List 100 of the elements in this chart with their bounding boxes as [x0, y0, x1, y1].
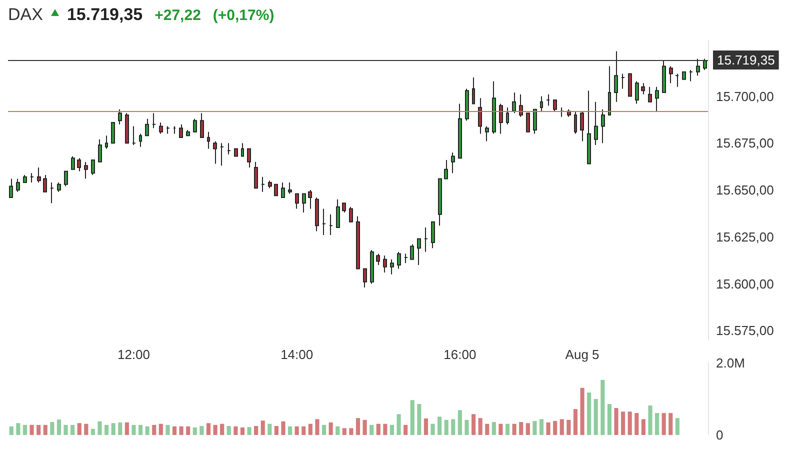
- bar: [315, 419, 320, 435]
- bar: [362, 420, 367, 435]
- bar: [444, 420, 448, 435]
- candlestick: [608, 66, 611, 116]
- candlestick: [390, 258, 394, 275]
- candlestick: [404, 253, 408, 264]
- bar: [594, 399, 598, 435]
- x-tick-label: Aug 5: [565, 347, 600, 362]
- candlestick: [23, 174, 27, 183]
- bar: [553, 420, 558, 435]
- candlestick: [139, 133, 142, 148]
- candlestick: [261, 176, 265, 192]
- candlestick: [200, 112, 204, 138]
- bar: [458, 410, 462, 435]
- candlestick: [417, 238, 421, 266]
- candlestick: [118, 108, 122, 125]
- bar: [308, 424, 312, 435]
- bar: [648, 405, 652, 435]
- candlestick: [533, 108, 537, 134]
- bar: [410, 400, 414, 435]
- y-tick-label: 15.675,00: [716, 136, 774, 151]
- candlestick: [268, 180, 272, 189]
- candlestick: [254, 161, 258, 189]
- candlestick: [540, 96, 543, 112]
- candlestick: [499, 103, 503, 134]
- bar: [36, 424, 41, 435]
- x-tick-label: 14:00: [280, 347, 314, 362]
- bar: [614, 408, 618, 435]
- bar: [356, 418, 360, 435]
- bar: [240, 427, 245, 435]
- bar: [607, 404, 612, 435]
- bar: [628, 412, 632, 435]
- candlestick: [621, 73, 625, 90]
- bar: [539, 419, 544, 435]
- candlestick: [302, 193, 306, 213]
- candlestick: [50, 182, 54, 204]
- candlestick: [669, 66, 673, 84]
- candlestick: [329, 214, 333, 236]
- candlestick: [152, 112, 156, 129]
- bar: [213, 424, 218, 435]
- bar: [675, 418, 680, 435]
- bar: [64, 424, 68, 435]
- bar: [192, 427, 197, 435]
- candlestick: [220, 142, 224, 166]
- bar: [30, 424, 34, 435]
- candlestick: [506, 107, 509, 125]
- bar: [498, 424, 503, 435]
- text: 15.719,35: [66, 5, 143, 25]
- candlestick: [696, 58, 700, 76]
- text: (+0,17%): [212, 7, 274, 24]
- y-tick-label: 15.700,00: [716, 88, 774, 104]
- candlestick: [322, 208, 326, 236]
- candlestick: [614, 50, 618, 102]
- bar: [370, 424, 374, 435]
- candlestick: [336, 198, 340, 228]
- candlestick: [37, 167, 41, 183]
- candlestick: [553, 100, 557, 112]
- candlestick: [546, 94, 550, 106]
- bar: [226, 426, 231, 435]
- candlestick: [207, 131, 210, 150]
- bar: [430, 424, 435, 435]
- bar: [294, 426, 299, 435]
- ref-line-label: 15.719,35: [717, 52, 775, 68]
- y-tick-label: 15.650,00: [716, 182, 774, 198]
- bar: [247, 427, 252, 435]
- candlestick: [132, 126, 136, 146]
- candlestick: [281, 182, 285, 198]
- candlestick: [213, 140, 217, 164]
- bar: [118, 422, 122, 435]
- bar: [234, 426, 238, 435]
- bar: [328, 422, 333, 435]
- candlestick: [9, 178, 13, 198]
- candlestick: [111, 122, 115, 144]
- bar: [532, 420, 537, 435]
- candlestick: [193, 118, 197, 132]
- candlestick: [410, 244, 414, 260]
- bar: [138, 424, 143, 435]
- candlestick: [492, 80, 496, 134]
- bar: [478, 418, 482, 435]
- bar: [77, 423, 82, 435]
- bar: [641, 419, 646, 435]
- candlestick: [64, 170, 68, 187]
- candlestick: [458, 103, 462, 159]
- bar: [634, 413, 639, 435]
- bar: [396, 414, 401, 435]
- bar: [260, 420, 265, 435]
- bar: [376, 424, 380, 435]
- bar: [322, 424, 326, 435]
- candlestick: [641, 82, 645, 95]
- bar: [84, 424, 88, 435]
- bar: [220, 424, 224, 435]
- candlestick: [438, 178, 442, 226]
- y-tick-label: 2.0M: [716, 356, 745, 370]
- bar: [560, 419, 564, 435]
- candlestick: [587, 90, 591, 164]
- candlestick: [30, 172, 34, 183]
- bar: [179, 426, 184, 435]
- candlestick: [472, 77, 475, 104]
- candlestick: [159, 122, 163, 134]
- bar: [492, 422, 496, 435]
